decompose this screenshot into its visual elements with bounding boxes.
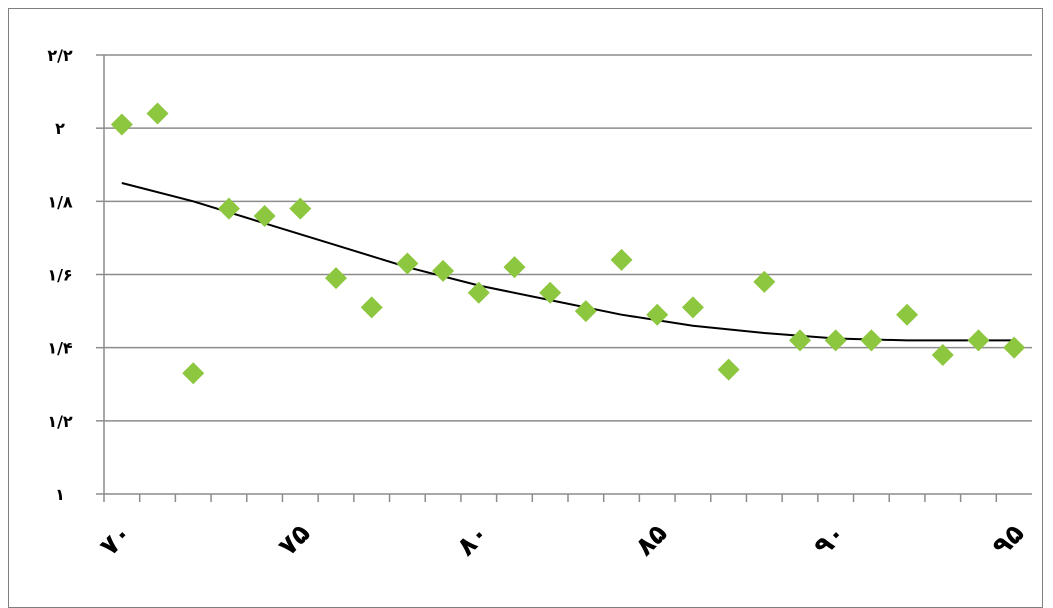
data-point	[539, 281, 562, 304]
y-tick-label: ۲/۲	[47, 46, 73, 65]
chart-area	[8, 8, 1043, 608]
y-tick-label: ۱	[55, 485, 65, 504]
data-point	[396, 252, 419, 275]
data-point	[289, 197, 312, 220]
data-point	[860, 329, 883, 352]
data-points	[110, 102, 1026, 385]
data-point	[467, 281, 490, 304]
x-tick-label: ۹۰	[808, 519, 852, 563]
gridlines	[104, 54, 1032, 422]
data-point	[753, 270, 776, 293]
x-tick-labels: ۷۰ ۷۵ ۸۰ ۸۵ ۹۰ ۹۵	[94, 518, 1030, 562]
data-point	[824, 329, 847, 352]
axes	[96, 54, 1032, 502]
data-point	[360, 296, 383, 319]
data-point	[182, 362, 205, 385]
data-point	[789, 329, 811, 352]
x-tick-label: ۷۰	[94, 519, 138, 563]
scatter-chart: ۱ ۱/۲ ۱/۴ ۱/۶ ۱/۸ ۲ ۲/۲ ۷۰ ۷۵ ۸۰ ۸۵ ۹۰ ۹۵	[47, 46, 1032, 562]
x-tick-label: ۸۰	[451, 519, 495, 563]
data-point	[217, 197, 240, 220]
data-point	[931, 343, 954, 366]
data-point	[646, 303, 669, 326]
data-point	[253, 204, 276, 227]
y-tick-label: ۲	[55, 119, 65, 138]
data-point	[896, 303, 919, 326]
y-tick-labels: ۱ ۱/۲ ۱/۴ ۱/۶ ۱/۸ ۲ ۲/۲	[47, 46, 73, 504]
x-tick-label: ۷۵	[273, 518, 317, 562]
y-tick-label: ۱/۶	[47, 266, 72, 285]
data-point	[574, 300, 597, 323]
data-point	[1003, 336, 1026, 359]
data-point	[503, 256, 526, 279]
y-tick-label: ۱/۸	[47, 192, 73, 211]
data-point	[610, 248, 633, 271]
data-point	[967, 329, 990, 352]
data-point	[432, 259, 455, 282]
x-tick-label: ۸۵	[630, 518, 674, 562]
data-point	[110, 113, 133, 136]
trendline	[121, 182, 1015, 342]
data-point	[146, 102, 169, 125]
x-tick-label: ۹۵	[987, 518, 1031, 562]
y-tick-label: ۱/۲	[47, 412, 73, 431]
data-point	[681, 296, 704, 319]
data-point	[717, 358, 740, 381]
trendline-group	[121, 182, 1015, 342]
y-tick-label: ۱/۴	[47, 339, 73, 358]
data-point	[325, 267, 347, 290]
